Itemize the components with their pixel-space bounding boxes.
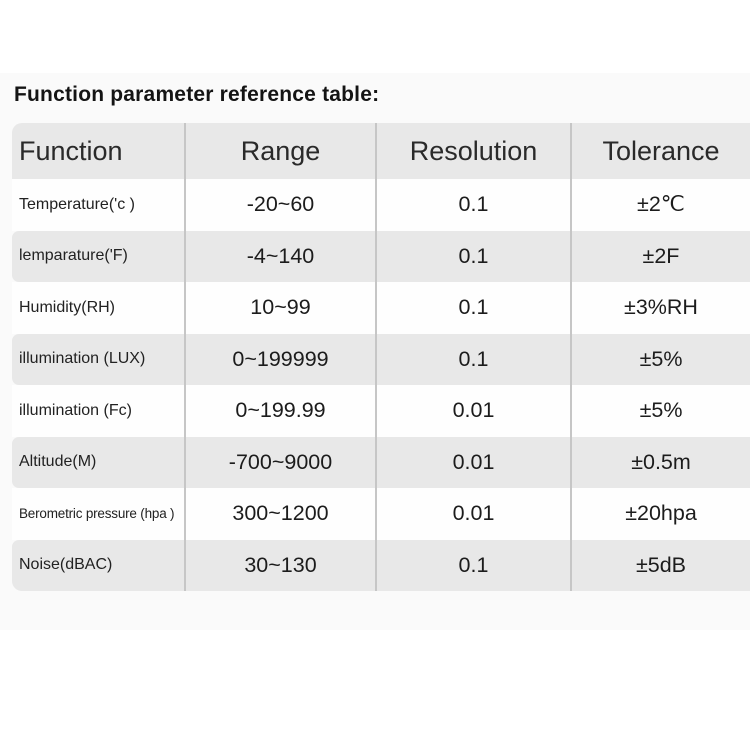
function-cell: illumination (Fc) [19, 401, 132, 419]
header-function: Function [19, 135, 123, 166]
range-cell: 30~130 [184, 539, 375, 591]
tolerance-cell: ±5dB [570, 539, 750, 591]
tolerance-cell: ±2F [570, 230, 750, 282]
resolution-cell: 0.01 [375, 488, 570, 540]
table-row: illumination (LUX) 0~199999 0.1 ±5% [12, 333, 750, 385]
table-row: Berometric pressure (hpa ) 300~1200 0.01… [12, 488, 750, 540]
range-cell: -700~9000 [184, 436, 375, 488]
function-cell: Humidity(RH) [19, 298, 115, 316]
table-header-row: Function Range Resolution Tolerance [12, 123, 750, 179]
header-range: Range [184, 123, 375, 179]
tolerance-cell: ±5% [570, 385, 750, 437]
header-tolerance: Tolerance [570, 123, 750, 179]
table-row: Noise(dBAC) 30~130 0.1 ±5dB [12, 539, 750, 591]
table-row: illumination (Fc) 0~199.99 0.01 ±5% [12, 385, 750, 437]
function-cell: Altitude(M) [19, 453, 97, 471]
range-cell: 300~1200 [184, 488, 375, 540]
function-cell: illumination (LUX) [19, 350, 146, 368]
resolution-cell: 0.1 [375, 230, 570, 282]
resolution-cell: 0.1 [375, 539, 570, 591]
tolerance-cell: ±5% [570, 333, 750, 385]
tolerance-cell: ±20hpa [570, 488, 750, 540]
function-cell: Berometric pressure (hpa ) [19, 506, 175, 522]
function-cell: lemparature('F) [19, 247, 128, 265]
function-cell: Temperature('c ) [19, 195, 135, 213]
resolution-cell: 0.1 [375, 333, 570, 385]
range-cell: -4~140 [184, 230, 375, 282]
resolution-cell: 0.01 [375, 436, 570, 488]
tolerance-cell: ±3%RH [570, 282, 750, 334]
page-title: Function parameter reference table: [14, 83, 380, 106]
table-row: Humidity(RH) 10~99 0.1 ±3%RH [12, 282, 750, 334]
tolerance-cell: ±0.5m [570, 436, 750, 488]
table-row: lemparature('F) -4~140 0.1 ±2F [12, 230, 750, 282]
tolerance-cell: ±2℃ [570, 179, 750, 231]
resolution-cell: 0.1 [375, 179, 570, 231]
table-row: Temperature('c ) -20~60 0.1 ±2℃ [12, 179, 750, 231]
table-row: Altitude(M) -700~9000 0.01 ±0.5m [12, 436, 750, 488]
resolution-cell: 0.1 [375, 282, 570, 334]
resolution-cell: 0.01 [375, 385, 570, 437]
header-resolution: Resolution [375, 123, 570, 179]
range-cell: 0~199.99 [184, 385, 375, 437]
range-cell: 0~199999 [184, 333, 375, 385]
function-cell: Noise(dBAC) [19, 556, 113, 574]
range-cell: 10~99 [184, 282, 375, 334]
spec-table: Function Range Resolution Tolerance Temp… [12, 123, 750, 591]
range-cell: -20~60 [184, 179, 375, 231]
